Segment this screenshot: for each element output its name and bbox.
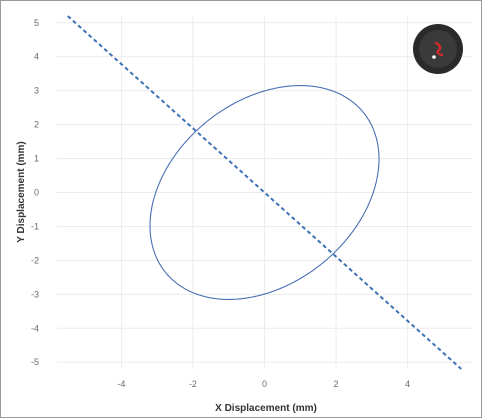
orbit-ellipse xyxy=(149,85,380,300)
y-tick-label: -5 xyxy=(31,357,39,367)
orbit-indicator-icon xyxy=(413,24,463,74)
tick-layer: -4 -2 0 2 4 5 4 3 2 1 0 -1 -2 -3 -4 -5 xyxy=(31,18,410,389)
y-tick-label: -2 xyxy=(31,255,39,265)
y-tick-label: -4 xyxy=(31,323,39,333)
y-tick-label: -1 xyxy=(31,221,39,231)
series-layer xyxy=(67,15,462,370)
y-tick-label: 5 xyxy=(34,18,39,28)
y-tick-label: -3 xyxy=(31,289,39,299)
y-tick-label: 2 xyxy=(34,120,39,130)
x-tick-label: -4 xyxy=(117,379,125,389)
y-tick-label: 0 xyxy=(34,188,39,198)
orbit-indicator-inner xyxy=(419,30,457,68)
x-axis-label: X Displacement (mm) xyxy=(215,403,317,414)
orbit-indicator-mark xyxy=(434,41,444,57)
y-tick-label: 1 xyxy=(34,154,39,164)
x-tick-label: 0 xyxy=(262,379,267,389)
x-tick-label: 2 xyxy=(334,379,339,389)
x-tick-label: -2 xyxy=(189,379,197,389)
grid-layer xyxy=(57,16,472,369)
y-tick-label: 4 xyxy=(34,52,39,62)
orbit-indicator-dot xyxy=(432,55,436,59)
y-axis-label: Y Displacement (mm) xyxy=(16,141,27,243)
y-tick-label: 3 xyxy=(34,86,39,96)
x-tick-label: 4 xyxy=(405,379,410,389)
